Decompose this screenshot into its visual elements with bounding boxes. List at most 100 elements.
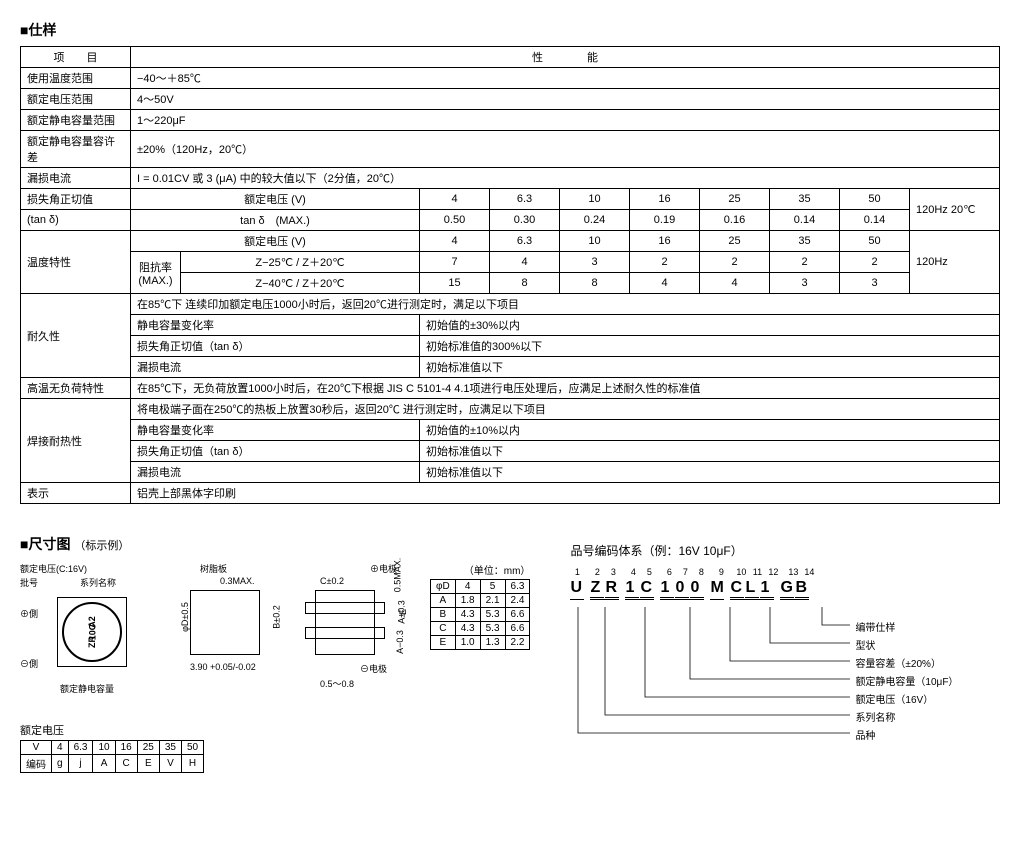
sol-td: 损失角正切值（tan δ） — [131, 441, 420, 462]
end-lkv: 初始标准值以下 — [420, 357, 1000, 378]
row-temp-value: −40～＋85℃ — [131, 68, 1000, 89]
header-perf: 性 能 — [131, 47, 1000, 68]
annot-a03: A−0.3 — [395, 630, 405, 654]
dt-c0: φD — [431, 580, 456, 594]
end-cond: 在85℃下 连续印加额定电压1000小时后，返回20℃进行测定时，满足以下项目 — [131, 294, 1000, 315]
pn-c0: U — [570, 579, 584, 600]
annot-05max: 0.5MAX. — [392, 558, 402, 593]
end-tdv: 初始标准值的300%以下 — [420, 336, 1000, 357]
tc-z40-2: 8 — [560, 273, 630, 294]
sol-ccv: 初始值的±10%以内 — [420, 420, 1000, 441]
pn-i7: 8 — [694, 567, 708, 577]
annot-390: 3.90 +0.05/-0.02 — [190, 662, 256, 672]
tand-sub2: tan δ (MAX.) — [131, 210, 420, 231]
pn-i6: 7 — [678, 567, 692, 577]
row-leak-value: I = 0.01CV 或 3 (μA) 中的较大值以下（2分值，20℃） — [131, 168, 1000, 189]
tand-sub1: 额定电压 (V) — [131, 189, 420, 210]
tand-label1: 损失角正切值 — [21, 189, 131, 210]
pn-c6: 0 — [675, 579, 689, 598]
tand-t1: 0.30 — [490, 210, 560, 231]
tc-z25-5: 2 — [770, 252, 840, 273]
header-item: 项 目 — [21, 47, 131, 68]
dt-r2c2: 5.3 — [480, 622, 505, 636]
pn-c3: 1 — [625, 579, 639, 598]
pn-i12: 13 — [786, 567, 800, 577]
dt-r3c0: E — [431, 636, 456, 650]
tc-z25-1: 4 — [490, 252, 560, 273]
unit-label: （单位：mm） — [430, 562, 530, 577]
annot-cap-val: 额定静电容量 — [60, 682, 114, 695]
end-ccv: 初始值的±30%以内 — [420, 315, 1000, 336]
tand-v4: 25 — [700, 189, 770, 210]
annot-0508: 0.5～0.8 — [320, 677, 354, 690]
tand-v1: 6.3 — [490, 189, 560, 210]
dim-title: ■尺寸图 （标示例） — [20, 534, 530, 554]
dt-r1c2: 5.3 — [480, 608, 505, 622]
row-volt-value: 4～50V — [131, 89, 1000, 110]
sol-tdv: 初始标准值以下 — [420, 441, 1000, 462]
diagram-side-1: 树脂板 0.3MAX. φD±0.5 B±0.2 3.90 +0.05/-0.0… — [170, 562, 290, 702]
rv-r2-3: C — [115, 755, 137, 773]
dt-c1: 4 — [455, 580, 480, 594]
annot-03max: 0.3MAX. — [220, 576, 255, 586]
sol-cc: 静电容量变化率 — [131, 420, 420, 441]
tc-z40-5: 3 — [770, 273, 840, 294]
pn-leg3: 额定静电容量（10μF） — [855, 673, 958, 688]
sol-label: 焊接耐热性 — [21, 399, 131, 483]
dt-r2c1: 4.3 — [455, 622, 480, 636]
tc-z40: Z−40℃ / Z＋20℃ — [181, 273, 420, 294]
tc-v5: 35 — [770, 231, 840, 252]
tc-v6: 50 — [840, 231, 910, 252]
row-cap-value: 1～220μF — [131, 110, 1000, 131]
rv-r1-3: 16 — [115, 741, 137, 755]
spec-section-title: ■仕样 — [20, 20, 996, 40]
sol-lkv: 初始标准值以下 — [420, 462, 1000, 483]
dt-r3c1: 1.0 — [455, 636, 480, 650]
pn-c10: L — [745, 579, 759, 598]
rv-r1-4: 25 — [137, 741, 159, 755]
row-cap-label: 额定静电容量范围 — [21, 110, 131, 131]
tand-v2: 10 — [560, 189, 630, 210]
pn-c8: M — [710, 579, 724, 600]
tand-t6: 0.14 — [840, 210, 910, 231]
rv-r1-2: 10 — [93, 741, 115, 755]
annot-b: B±0.2 — [272, 605, 282, 628]
pn-indices: 1 23 45 678 9 101112 1314 — [570, 567, 910, 577]
end-td: 损失角正切值（tan δ） — [131, 336, 420, 357]
tc-z25-6: 2 — [840, 252, 910, 273]
pn-i8: 9 — [714, 567, 728, 577]
annot-rated-v: 额定电压(C:16V) — [20, 562, 87, 575]
dt-r3c3: 2.2 — [505, 636, 530, 650]
rv-r1l: V — [21, 741, 52, 755]
tc-v2: 10 — [560, 231, 630, 252]
row-temp-label: 使用温度范围 — [21, 68, 131, 89]
rv-r1-5: 35 — [159, 741, 181, 755]
tc-v4: 25 — [700, 231, 770, 252]
rv-title: 额定电压 — [20, 722, 530, 738]
annot-minus-side: ⊖側 — [20, 657, 38, 670]
rv-r1-1: 6.3 — [68, 741, 93, 755]
dimension-section: ■尺寸图 （标示例） 额定电压(C:16V) 批号 系列名称 ⊕側 ⊖側 A2 … — [20, 534, 530, 773]
tc-subv: 额定电压 (V) — [131, 231, 420, 252]
tc-z25-2: 3 — [560, 252, 630, 273]
pn-c5: 1 — [660, 579, 674, 598]
tc-z40-1: 8 — [490, 273, 560, 294]
pn-leg1: 型状 — [855, 637, 875, 652]
pn-leg0: 编带仕样 — [855, 619, 895, 634]
dt-r0c1: 1.8 — [455, 594, 480, 608]
pn-i9: 10 — [734, 567, 748, 577]
dimension-table-wrap: （单位：mm） φD 4 5 6.3 A1.82.12.4 B4.35.36.6… — [430, 562, 530, 650]
tand-v0: 4 — [420, 189, 490, 210]
tand-t4: 0.16 — [700, 210, 770, 231]
htnl-label: 高温无负荷特性 — [21, 378, 131, 399]
end-cc: 静电容量变化率 — [131, 315, 420, 336]
tc-v1: 6.3 — [490, 231, 560, 252]
end-lk: 漏损电流 — [131, 357, 420, 378]
pn-i10: 11 — [750, 567, 764, 577]
annot-e: E — [398, 609, 408, 615]
tc-imp: 阻抗率(MAX.) — [131, 252, 181, 294]
rv-r1-6: 50 — [181, 741, 203, 755]
pn-c1: Z — [590, 579, 604, 598]
tc-label: 温度特性 — [21, 231, 131, 294]
pn-title: 品号编码体系（例：16V 10μF） — [570, 542, 910, 559]
